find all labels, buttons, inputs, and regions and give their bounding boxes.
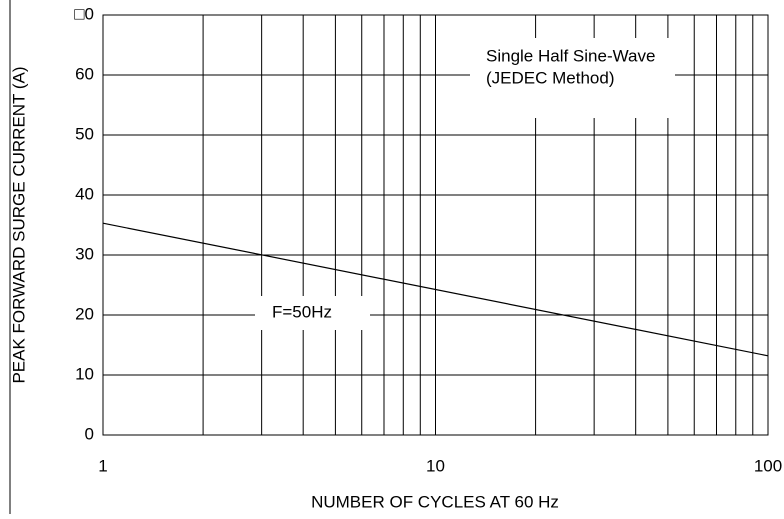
x-tick-label: 1 xyxy=(98,456,107,475)
x-tick-label: 100 xyxy=(754,456,782,475)
y-tick-label: 50 xyxy=(75,124,94,143)
y-tick-label: 40 xyxy=(75,184,94,203)
y-tick-label: 20 xyxy=(75,304,94,323)
annotation: Single Half Sine-Wave xyxy=(486,46,655,65)
y-tick-label: □0 xyxy=(74,4,94,23)
y-axis-label: PEAK FORWARD SURGE CURRENT (A) xyxy=(9,66,28,383)
y-tick-label: 60 xyxy=(75,64,94,83)
x-axis-label: NUMBER OF CYCLES AT 60 Hz xyxy=(311,492,559,511)
y-tick-label: 0 xyxy=(85,424,94,443)
x-tick-label: 10 xyxy=(426,456,445,475)
annotation: (JEDEC Method) xyxy=(486,68,614,87)
y-tick-label: 10 xyxy=(75,364,94,383)
line-series xyxy=(102,222,769,357)
annotation-box xyxy=(470,38,675,118)
plot-frame xyxy=(102,14,769,436)
annotation-box xyxy=(255,296,370,330)
y-tick-label: 30 xyxy=(75,244,94,263)
annotation: F=50Hz xyxy=(272,302,332,321)
plot xyxy=(102,222,769,357)
